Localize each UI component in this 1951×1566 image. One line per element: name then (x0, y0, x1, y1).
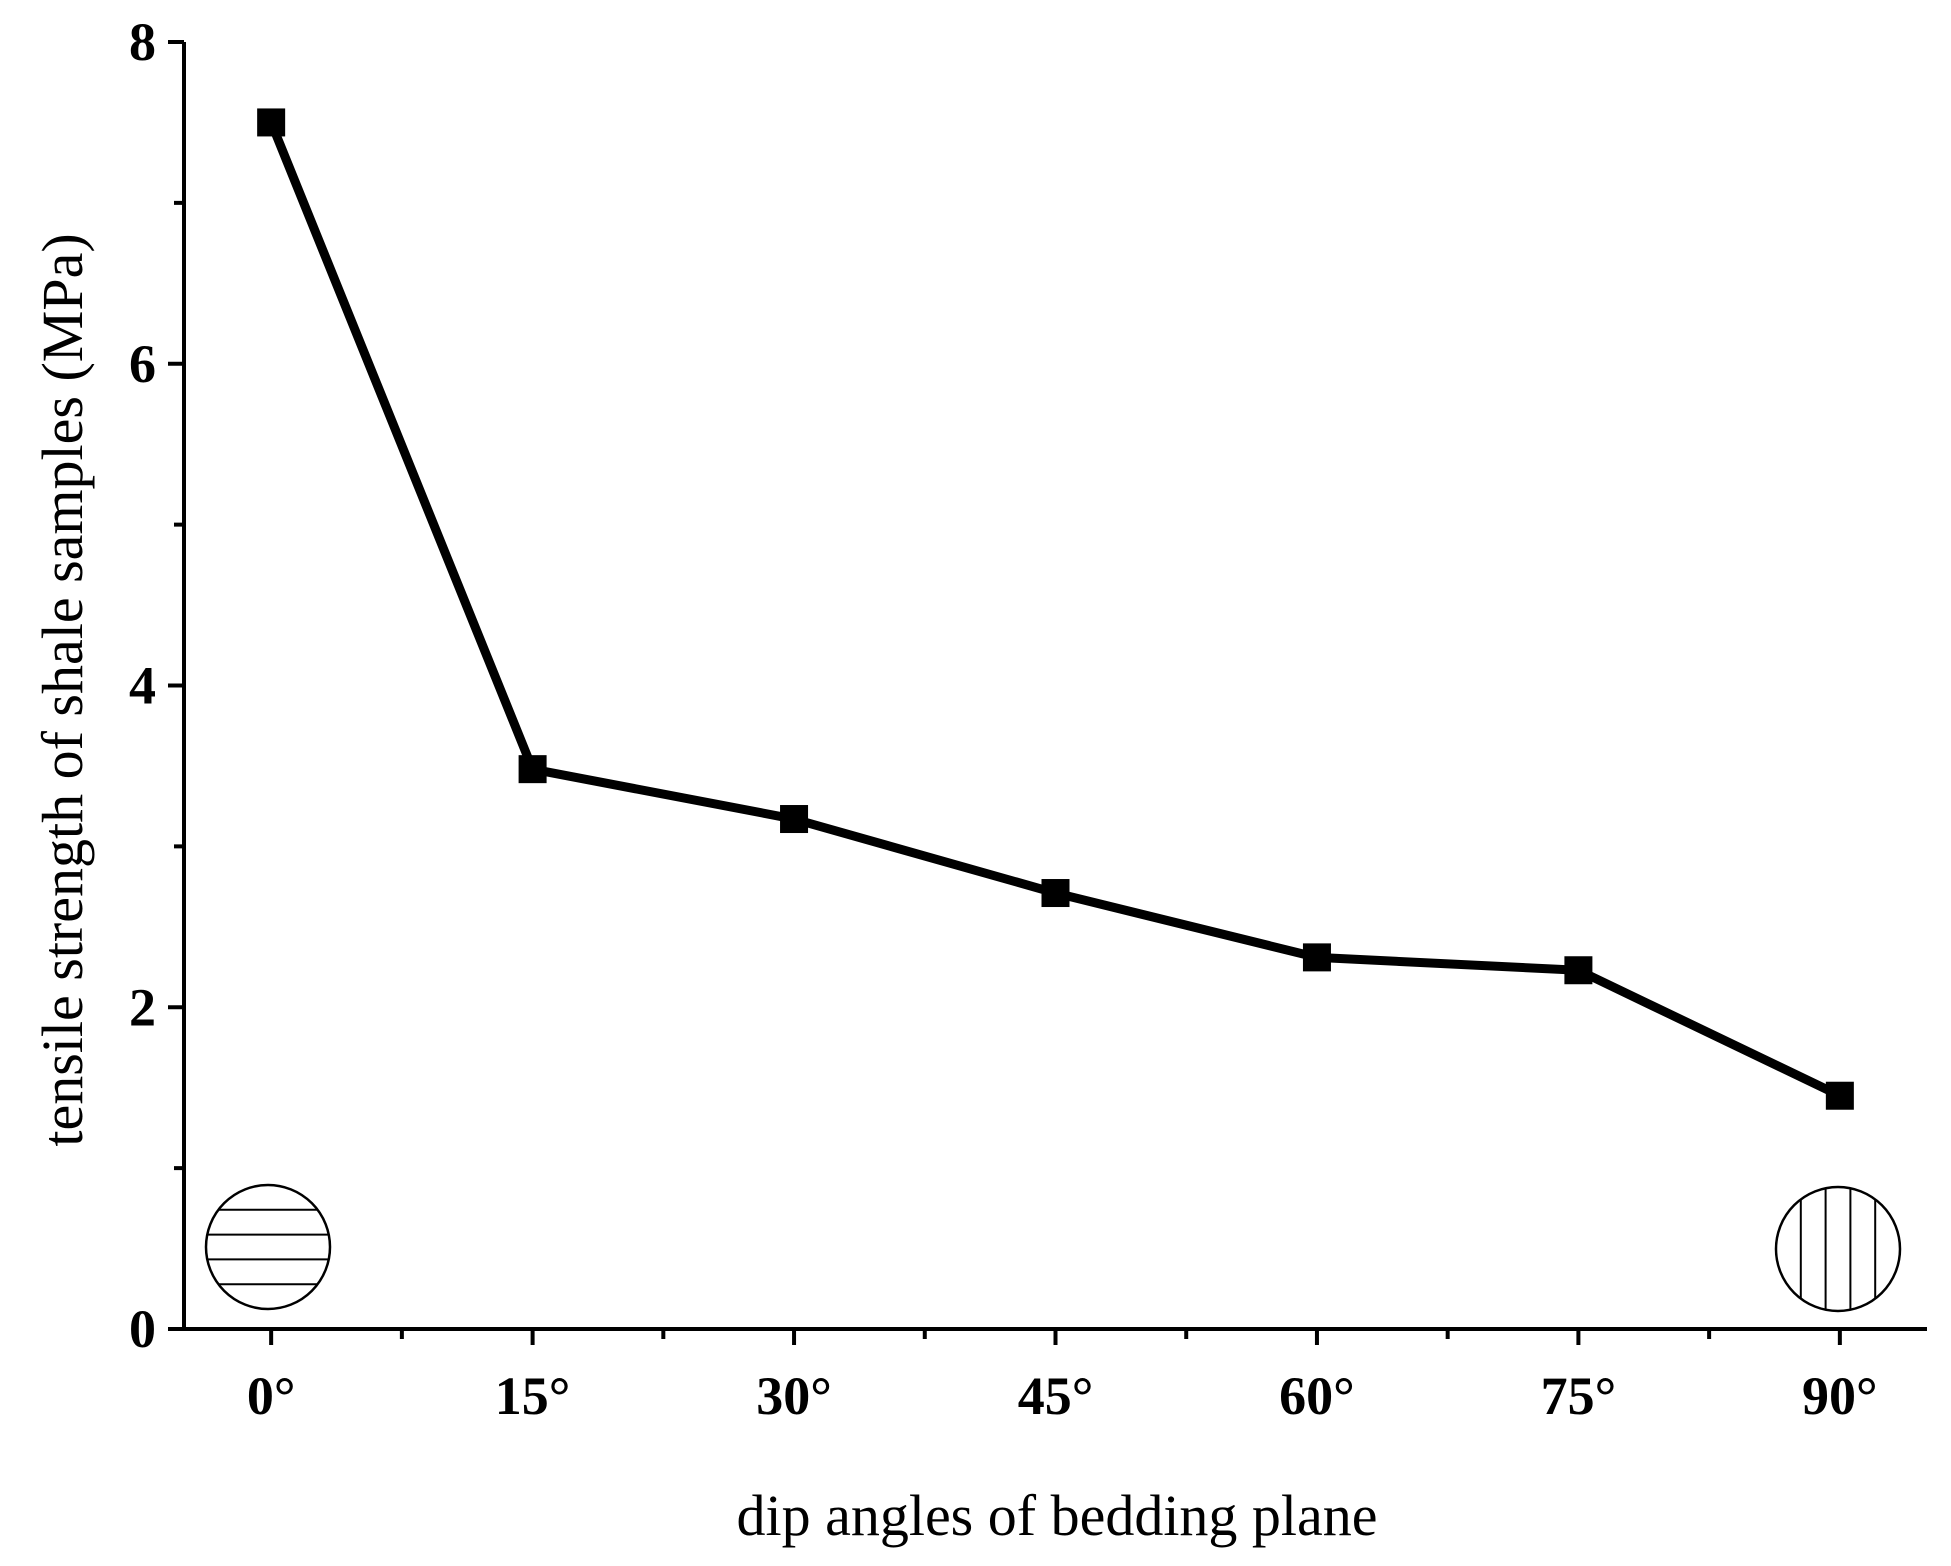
y-tick-label: 8 (129, 12, 156, 72)
data-point-marker (780, 805, 809, 834)
x-tick-label: 60° (1279, 1366, 1355, 1426)
x-axis-title: dip angles of bedding plane (736, 1483, 1377, 1548)
axes (182, 42, 1927, 1331)
x-tick-label: 90° (1802, 1366, 1878, 1426)
data-point-marker (1564, 956, 1593, 985)
data-point-marker (257, 108, 286, 137)
tick-labels: 0 2 4 6 8 0° 15° 30° 45° 60° 75° 90° (129, 12, 1878, 1426)
x-tick-label: 30° (756, 1366, 832, 1426)
y-tick-label: 6 (129, 334, 156, 394)
series (257, 108, 1854, 1110)
ticks (168, 40, 1842, 1345)
bedding-insets (204, 1183, 1902, 1313)
x-tick-label: 45° (1018, 1366, 1094, 1426)
data-point-marker (1302, 943, 1331, 972)
vertical-bedding-icon (1774, 1185, 1902, 1313)
horizontal-bedding-icon (204, 1183, 332, 1311)
data-point-marker (1825, 1081, 1854, 1110)
y-tick-label: 4 (129, 656, 156, 716)
bedding-circle (1774, 1185, 1902, 1313)
x-tick-label: 0° (247, 1366, 296, 1426)
x-tick-label: 75° (1541, 1366, 1617, 1426)
data-point-marker (1041, 879, 1070, 908)
series-line (266, 117, 1845, 1101)
data-point-marker (518, 755, 547, 784)
bedding-circle (204, 1183, 332, 1311)
y-tick-label: 0 (129, 1299, 156, 1359)
y-tick-label: 2 (129, 977, 156, 1037)
y-axis-title: tensile strength of shale samples (MPa) (30, 233, 95, 1146)
x-tick-label: 15° (495, 1366, 571, 1426)
